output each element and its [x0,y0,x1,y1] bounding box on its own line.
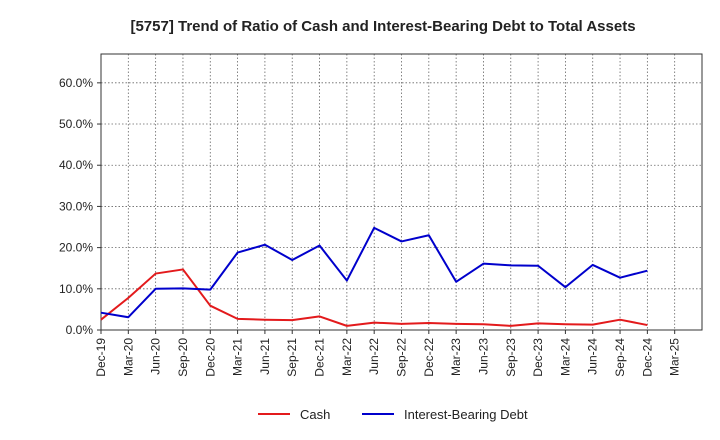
x-tick-label: Dec-24 [640,338,654,377]
y-tick-label: 30.0% [59,199,93,213]
x-tick-label: Jun-21 [258,338,272,375]
x-tick-label: Sep-24 [613,338,627,377]
chart-title: [5757] Trend of Ratio of Cash and Intere… [130,18,635,35]
y-tick-label: 10.0% [59,282,93,296]
x-tick-label: Dec-19 [94,338,108,377]
x-tick-label: Sep-21 [285,338,299,377]
y-axis: 0.0% 10.0% 20.0% 30.0% 40.0% 50.0% 60.0% [59,76,101,337]
y-tick-label: 40.0% [59,158,93,172]
x-tick-label: Sep-22 [395,338,409,377]
x-tick-label: Dec-20 [203,338,217,377]
x-tick-label: Jun-20 [149,338,163,375]
x-tick-label: Mar-25 [668,338,682,376]
y-tick-label: 60.0% [59,76,93,90]
legend-label: Interest-Bearing Debt [404,407,528,422]
x-tick-label: Jun-23 [476,338,490,375]
x-tick-label: Mar-21 [231,338,245,376]
y-tick-label: 20.0% [59,241,93,255]
x-tick-label: Dec-21 [313,338,327,377]
x-tick-label: Dec-23 [531,338,545,377]
x-tick-label: Dec-22 [422,338,436,377]
grid-lines [101,54,702,330]
x-tick-label: Sep-20 [176,338,190,377]
x-tick-label: Mar-24 [558,338,572,376]
x-tick-label: Jun-22 [367,338,381,375]
x-axis: Dec-19 Mar-20 Jun-20 Sep-20 Dec-20 Mar-21 Jun-… [94,330,682,377]
series-layer [100,226,648,327]
x-tick-label: Sep-23 [504,338,518,377]
y-tick-label: 0.0% [66,323,94,337]
legend: Cash Interest-Bearing Debt [258,407,528,422]
y-tick-label: 50.0% [59,117,93,131]
legend-label: Cash [300,407,330,422]
x-tick-label: Jun-24 [586,338,600,375]
x-tick-label: Mar-23 [449,338,463,376]
x-tick-label: Mar-22 [340,338,354,376]
x-tick-label: Mar-20 [121,338,135,376]
